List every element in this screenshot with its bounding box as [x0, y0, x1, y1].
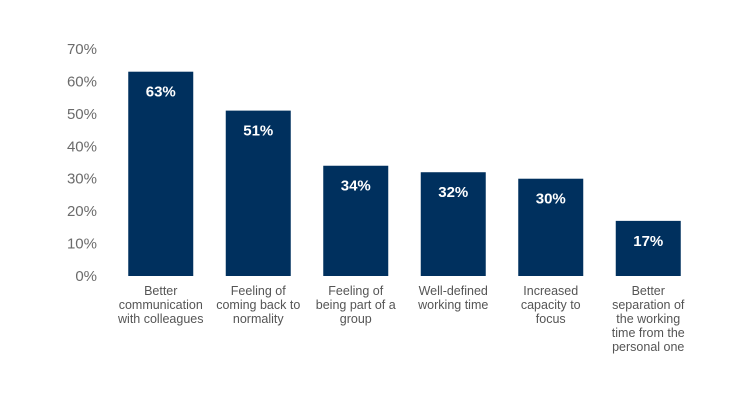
- y-tick-label: 10%: [67, 236, 97, 253]
- data-label: 17%: [633, 233, 663, 250]
- y-tick-label: 20%: [67, 203, 97, 220]
- category-label: Well-defined: [419, 284, 488, 298]
- category-label: Increased: [523, 284, 578, 298]
- category-label: with colleagues: [117, 312, 203, 326]
- category-label: being part of a: [316, 298, 396, 312]
- y-tick-label: 0%: [75, 268, 97, 285]
- data-label: 63%: [146, 84, 176, 101]
- category-label: communication: [119, 298, 203, 312]
- y-tick-label: 70%: [67, 41, 97, 58]
- category-label: time from the: [612, 326, 685, 340]
- data-label: 51%: [243, 123, 273, 140]
- category-label: Better: [144, 284, 177, 298]
- category-label: group: [340, 312, 372, 326]
- bar: [128, 71, 194, 276]
- bar: [225, 110, 291, 276]
- bar: [518, 178, 584, 276]
- data-label: 30%: [536, 191, 566, 208]
- category-label: personal one: [612, 340, 684, 354]
- category-label: working time: [417, 298, 488, 312]
- category-label: the working: [616, 312, 680, 326]
- bar: [615, 220, 681, 276]
- category-label: Feeling of: [328, 284, 383, 298]
- y-axis: 0% 10% 20% 30% 40% 50% 60% 70%: [67, 41, 97, 285]
- category-label: Better: [632, 284, 665, 298]
- category-label: coming back to: [216, 298, 300, 312]
- y-tick-label: 50%: [67, 106, 97, 123]
- category-label: focus: [536, 312, 566, 326]
- y-tick-label: 60%: [67, 73, 97, 90]
- data-label: 34%: [341, 178, 371, 195]
- category-label: Feeling of: [231, 284, 286, 298]
- category-label: separation of: [612, 298, 685, 312]
- y-tick-label: 40%: [67, 138, 97, 155]
- category-label: capacity to: [521, 298, 581, 312]
- data-label: 32%: [438, 184, 468, 201]
- bar: [323, 165, 389, 276]
- category-label: normality: [233, 312, 284, 326]
- bar: [420, 172, 486, 276]
- bars: 63% 51% 34% 32% 30% 17%: [128, 71, 681, 276]
- y-tick-label: 30%: [67, 171, 97, 188]
